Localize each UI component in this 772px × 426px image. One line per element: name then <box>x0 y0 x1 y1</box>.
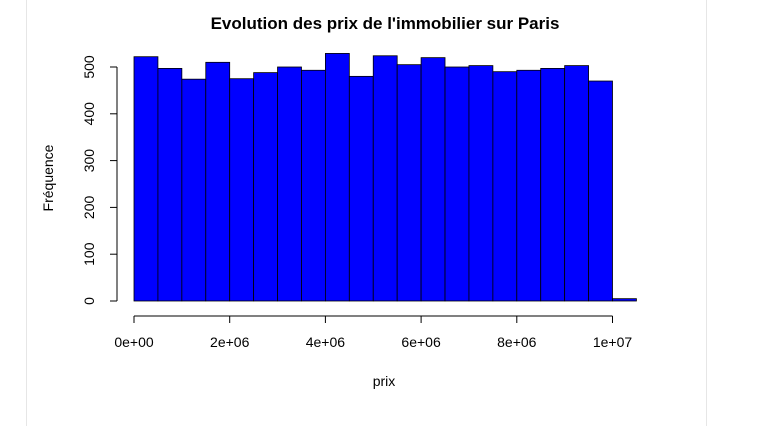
histogram-bar <box>588 80 613 302</box>
histogram-bar <box>181 78 207 302</box>
bars-group <box>133 53 637 302</box>
histogram-bar <box>444 66 470 302</box>
x-axis: 0e+00 2e+06 4e+06 6e+06 8e+06 1e+07 <box>114 315 633 350</box>
histogram-bar <box>516 69 542 302</box>
histogram-bar <box>468 65 494 302</box>
histogram-bar <box>564 65 589 302</box>
x-tick-label: 1e+07 <box>593 334 633 350</box>
x-tick-label: 2e+06 <box>210 334 250 350</box>
histogram-bar <box>277 66 302 302</box>
chart-title: Evolution des prix de l'immobilier sur P… <box>211 14 560 33</box>
y-axis: 0 100 200 300 400 500 <box>81 55 118 305</box>
y-axis-label: Fréquence <box>40 144 56 211</box>
histogram-bar <box>229 78 255 302</box>
histogram-bar <box>133 56 159 302</box>
histogram-bar <box>396 64 422 302</box>
histogram-bar <box>253 72 278 302</box>
x-tick-label: 6e+06 <box>401 334 441 350</box>
y-tick-label: 400 <box>81 102 97 126</box>
x-tick-label: 4e+06 <box>306 334 346 350</box>
histogram-bar <box>348 75 374 302</box>
y-tick-label: 300 <box>81 149 97 173</box>
histogram-bar <box>612 298 637 302</box>
histogram-bar <box>372 55 398 302</box>
y-tick-label: 200 <box>81 196 97 220</box>
histogram-bar <box>420 57 446 302</box>
y-tick-label: 100 <box>81 242 97 266</box>
histogram-bar <box>157 68 183 302</box>
x-tick-label: 0e+00 <box>114 334 154 350</box>
histogram-bar <box>540 68 566 302</box>
histogram-bar <box>324 53 350 302</box>
x-tick-label: 8e+06 <box>497 334 537 350</box>
x-axis-label: prix <box>373 373 396 389</box>
y-tick-label: 500 <box>81 55 97 79</box>
histogram-bar <box>301 69 326 302</box>
histogram-bar <box>492 71 518 302</box>
y-tick-label: 0 <box>81 297 97 305</box>
histogram-bar <box>205 61 231 302</box>
